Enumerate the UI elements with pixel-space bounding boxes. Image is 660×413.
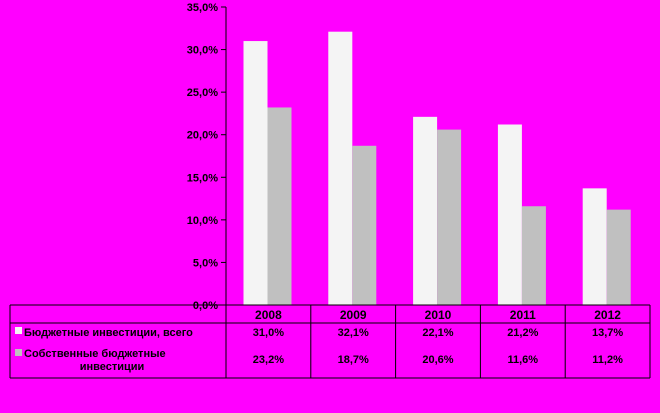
legend-key-own-investments bbox=[15, 349, 22, 356]
y-tick-label: 30,0% bbox=[187, 45, 218, 57]
table-value-own-investments: 11,6% bbox=[508, 354, 539, 366]
y-tick-label: 20,0% bbox=[187, 130, 218, 142]
table-value-budget-investments: 31,0% bbox=[253, 327, 284, 339]
x-category-label: 2008 bbox=[255, 308, 282, 322]
table-value-budget-investments: 22,1% bbox=[422, 327, 453, 339]
bar-own-budget-investments bbox=[267, 107, 292, 306]
x-category-label: 2012 bbox=[594, 308, 621, 322]
y-tick-label: 0,0% bbox=[193, 300, 218, 312]
table-value-own-investments: 23,2% bbox=[253, 354, 284, 366]
legend-label-budget-investments: Бюджетные инвестиции, всего bbox=[24, 327, 193, 339]
table-value-budget-investments: 13,7% bbox=[592, 327, 623, 339]
bar-own-budget-investments bbox=[437, 129, 462, 305]
table-value-own-investments: 11,2% bbox=[592, 354, 623, 366]
x-category-label: 2009 bbox=[340, 308, 367, 322]
bar-own-budget-investments bbox=[521, 206, 546, 305]
table-value-own-investments: 20,6% bbox=[422, 354, 453, 366]
table-value-own-investments: 18,7% bbox=[338, 354, 369, 366]
legend-label-own-investments-line-2: инвестиции bbox=[80, 361, 145, 373]
y-tick-label: 25,0% bbox=[187, 87, 218, 99]
bar-budget-investments-total bbox=[328, 31, 353, 305]
bar-budget-investments-total bbox=[497, 124, 522, 305]
y-tick-label: 5,0% bbox=[193, 257, 218, 269]
bar-budget-investments-total bbox=[582, 188, 607, 305]
y-tick-label: 35,0% bbox=[187, 2, 218, 14]
table-value-budget-investments: 21,2% bbox=[507, 327, 538, 339]
legend-key-budget-investments bbox=[15, 327, 22, 334]
y-tick-label: 15,0% bbox=[187, 172, 218, 184]
bar-budget-investments-total bbox=[413, 116, 438, 305]
table-value-budget-investments: 32,1% bbox=[338, 327, 369, 339]
bar-own-budget-investments bbox=[352, 145, 377, 305]
bar-own-budget-investments bbox=[606, 209, 631, 305]
y-tick-label: 10,0% bbox=[187, 215, 218, 227]
x-category-label: 2010 bbox=[425, 308, 452, 322]
bar-budget-investments-total bbox=[243, 41, 268, 306]
legend-label-own-investments-line-1: Собственные бюджетные bbox=[24, 348, 166, 360]
x-category-label: 2011 bbox=[510, 308, 536, 322]
